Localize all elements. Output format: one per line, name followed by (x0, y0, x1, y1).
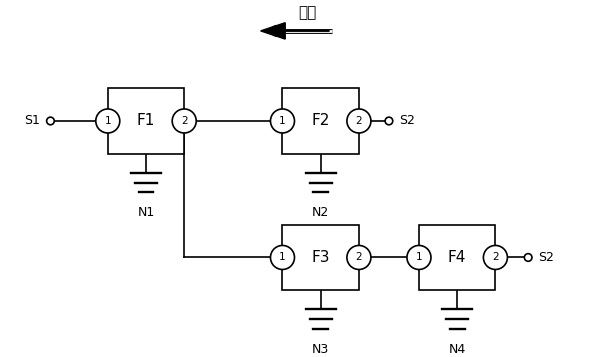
Bar (283, 225, 359, 290)
Text: 1: 1 (416, 252, 422, 262)
Text: 2: 2 (492, 252, 499, 262)
Text: F3: F3 (312, 250, 330, 265)
Text: 2: 2 (181, 116, 188, 126)
Circle shape (525, 253, 532, 261)
Circle shape (347, 246, 371, 270)
Text: S2: S2 (538, 251, 554, 264)
Circle shape (385, 117, 393, 125)
Circle shape (96, 109, 120, 133)
Polygon shape (261, 23, 285, 39)
Text: F4: F4 (448, 250, 466, 265)
Circle shape (47, 117, 54, 125)
Circle shape (270, 109, 295, 133)
Text: 2: 2 (356, 252, 362, 262)
Text: S1: S1 (24, 115, 39, 127)
Text: S2: S2 (399, 115, 414, 127)
Text: N3: N3 (312, 343, 329, 356)
Text: N1: N1 (137, 206, 155, 219)
Bar (419, 225, 495, 290)
Circle shape (483, 246, 508, 270)
Text: F1: F1 (137, 114, 155, 129)
Circle shape (270, 246, 295, 270)
Text: 1: 1 (279, 252, 286, 262)
Text: N4: N4 (448, 343, 466, 356)
Text: 航向: 航向 (298, 5, 316, 20)
Text: F2: F2 (312, 114, 330, 129)
Bar (283, 88, 359, 154)
Circle shape (347, 109, 371, 133)
Text: 1: 1 (279, 116, 286, 126)
Text: 2: 2 (356, 116, 362, 126)
Circle shape (172, 109, 196, 133)
Circle shape (407, 246, 431, 270)
Bar (108, 88, 184, 154)
Text: N2: N2 (312, 206, 329, 219)
Text: 1: 1 (105, 116, 111, 126)
